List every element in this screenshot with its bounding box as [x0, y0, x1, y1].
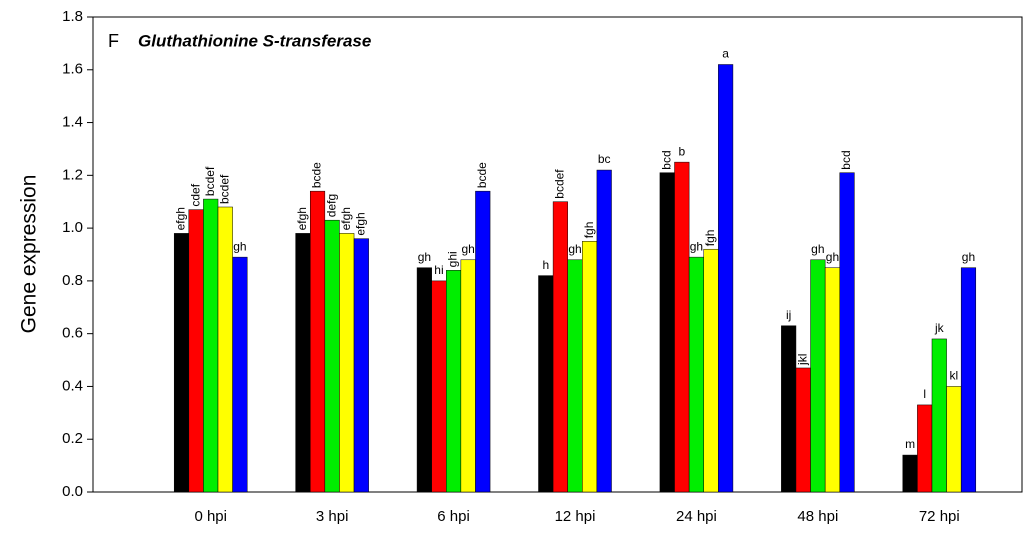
significance-label: gh [811, 242, 824, 256]
y-tick-label: 0.8 [62, 272, 83, 289]
y-axis-label: Gene expression [18, 175, 41, 334]
significance-label: efgh [295, 207, 309, 230]
significance-label: fgh [703, 230, 717, 247]
bar [538, 275, 554, 493]
significance-label: gh [418, 250, 431, 264]
significance-label: gh [233, 239, 246, 253]
bar [824, 267, 841, 493]
significance-label: defg [324, 194, 338, 217]
bar [917, 404, 933, 493]
significance-label: bcde [310, 162, 324, 188]
y-tick-label: 1.2 [62, 166, 83, 183]
significance-label: efgh [354, 212, 368, 235]
significance-label: efgh [339, 207, 353, 230]
y-tick-label: 0.0 [62, 483, 83, 500]
bar [781, 325, 797, 493]
bar [960, 267, 977, 493]
bar [552, 201, 568, 493]
y-tick-label: 0.2 [62, 430, 83, 447]
bar [718, 64, 734, 493]
bar [659, 172, 675, 493]
significance-label: efgh [174, 207, 188, 230]
bar [339, 233, 355, 493]
y-tick-label: 1.8 [62, 8, 83, 25]
bar [703, 248, 719, 493]
bar [431, 280, 447, 493]
bar [931, 338, 947, 493]
y-tick-label: 1.6 [62, 61, 83, 78]
bar [173, 233, 190, 493]
x-tick-label: 12 hpi [555, 508, 596, 525]
significance-label: bcd [659, 150, 673, 169]
bar [596, 169, 612, 493]
bar [460, 259, 476, 493]
significance-label: gh [962, 250, 975, 264]
significance-label: fgh [582, 222, 596, 239]
y-tick-label: 0.4 [62, 377, 83, 394]
significance-label: l [923, 387, 926, 401]
significance-label: ghi [446, 251, 460, 267]
significance-label: bcde [475, 162, 489, 188]
bar [217, 206, 233, 493]
significance-label: jk [934, 321, 945, 335]
bar [188, 209, 204, 493]
significance-label: bcd [839, 150, 853, 169]
bar [446, 270, 462, 493]
significance-label: bcdef [553, 169, 567, 199]
y-tick-label: 0.6 [62, 325, 83, 342]
x-tick-label: 72 hpi [919, 508, 960, 525]
bar [567, 259, 583, 493]
significance-label: bcdef [203, 166, 217, 196]
bar [295, 233, 311, 493]
bar [232, 256, 248, 493]
bar [416, 267, 432, 493]
significance-label: ij [786, 308, 791, 322]
x-tick-label: 48 hpi [797, 508, 838, 525]
significance-label: kl [950, 369, 959, 383]
significance-label: jkl [795, 354, 809, 366]
bar [309, 190, 326, 493]
bar [688, 256, 704, 493]
significance-label: h [542, 258, 549, 272]
bar [810, 259, 826, 493]
bar [674, 161, 690, 493]
bar [203, 198, 219, 493]
bar [475, 190, 491, 493]
bar [839, 172, 855, 493]
x-tick-label: 24 hpi [676, 508, 717, 525]
bar [795, 367, 811, 493]
significance-label: cdef [188, 183, 202, 206]
significance-label: bc [598, 152, 611, 166]
x-tick-label: 0 hpi [194, 508, 227, 525]
significance-label: a [722, 47, 729, 61]
bar [353, 238, 369, 493]
significance-label: b [678, 144, 685, 158]
panel-label: F [108, 31, 119, 51]
x-tick-label: 6 hpi [437, 508, 470, 525]
x-tick-label: 3 hpi [316, 508, 349, 525]
bar [582, 241, 598, 493]
bar [902, 454, 918, 493]
bar [946, 386, 962, 493]
bar [324, 219, 340, 493]
chart-title: Gluthathionine S-transferase [138, 31, 371, 50]
significance-label: m [905, 437, 915, 451]
significance-label: bcdef [217, 174, 231, 204]
significance-label: gh [568, 242, 581, 256]
y-tick-label: 1.4 [62, 114, 83, 131]
significance-label: hi [434, 263, 443, 277]
significance-label: gh [690, 239, 703, 253]
significance-label: gh [461, 242, 474, 256]
significance-label: gh [826, 250, 839, 264]
y-tick-label: 1.0 [62, 219, 83, 236]
